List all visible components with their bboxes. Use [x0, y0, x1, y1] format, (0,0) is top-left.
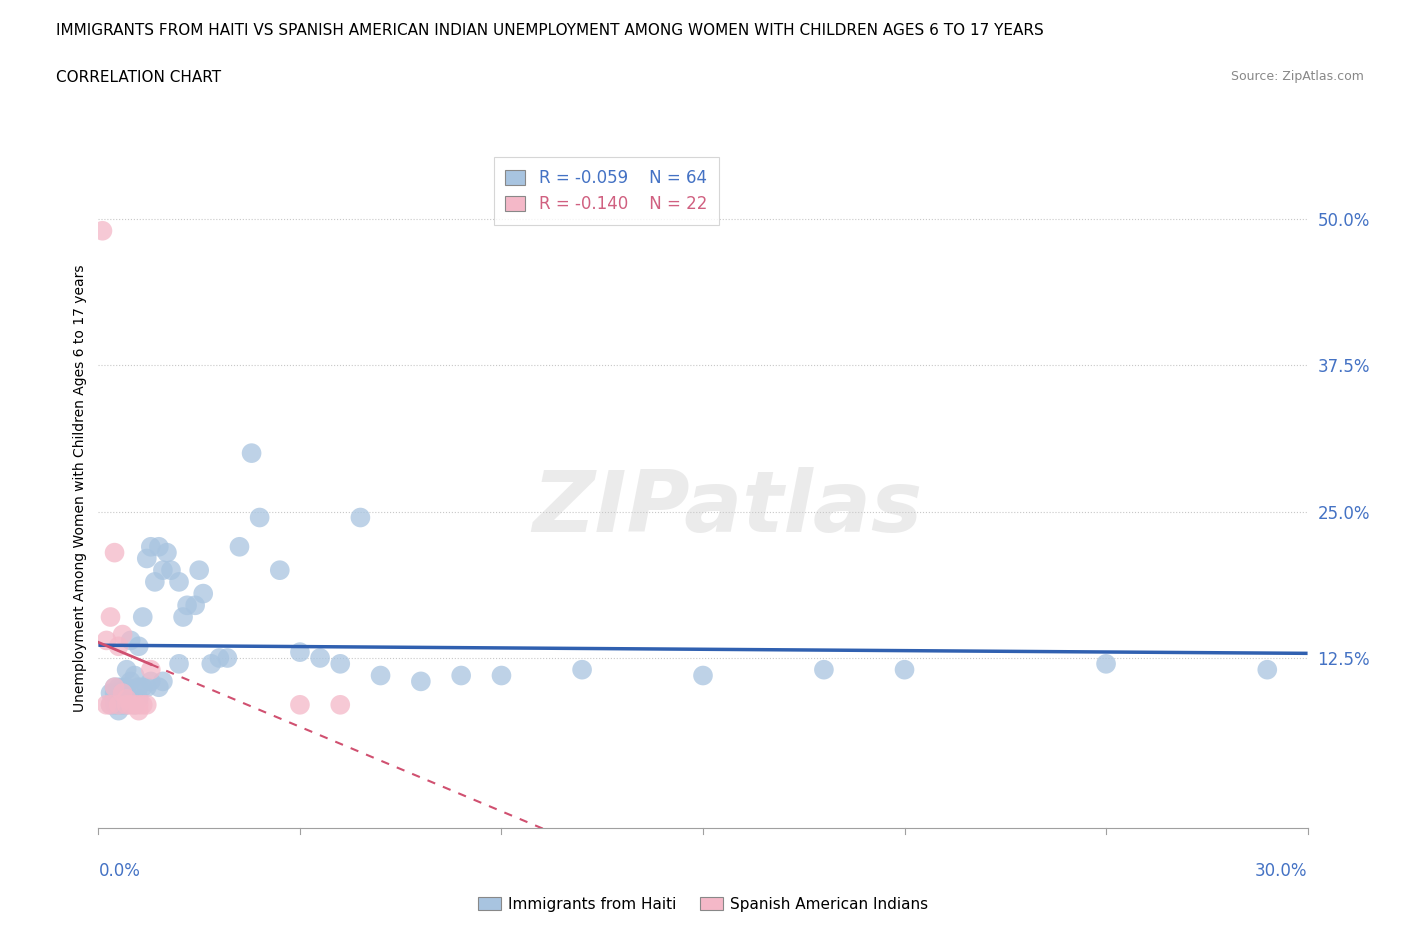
Point: [132, 680, 155, 695]
Point: [217, 651, 239, 666]
Point: [249, 510, 271, 525]
Y-axis label: Unemployment Among Women with Children Ages 6 to 17 years: Unemployment Among Women with Children A…: [73, 264, 87, 712]
Point: [103, 545, 125, 560]
Point: [107, 703, 129, 718]
Point: [143, 575, 166, 590]
Point: [450, 668, 472, 683]
Point: [107, 698, 129, 712]
Point: [103, 680, 125, 695]
Text: CORRELATION CHART: CORRELATION CHART: [56, 70, 221, 85]
Point: [188, 563, 211, 578]
Point: [111, 680, 134, 695]
Point: [100, 685, 122, 700]
Point: [152, 674, 174, 689]
Point: [111, 692, 134, 707]
Point: [156, 545, 179, 560]
Point: [288, 698, 311, 712]
Point: [139, 539, 162, 554]
Text: IMMIGRANTS FROM HAITI VS SPANISH AMERICAN INDIAN UNEMPLOYMENT AMONG WOMEN WITH C: IMMIGRANTS FROM HAITI VS SPANISH AMERICA…: [56, 23, 1045, 38]
Point: [111, 698, 134, 712]
Point: [124, 668, 146, 683]
Point: [111, 627, 134, 642]
Point: [115, 698, 138, 712]
Point: [329, 657, 352, 671]
Point: [184, 598, 207, 613]
Point: [813, 662, 835, 677]
Point: [160, 563, 183, 578]
Point: [1095, 657, 1118, 671]
Point: [120, 692, 142, 707]
Point: [107, 692, 129, 707]
Point: [91, 223, 114, 238]
Point: [309, 651, 332, 666]
Point: [167, 657, 190, 671]
Point: [152, 563, 174, 578]
Point: [103, 685, 125, 700]
Point: [100, 698, 122, 712]
Point: [100, 698, 122, 712]
Point: [692, 668, 714, 683]
Point: [115, 692, 138, 707]
Point: [370, 668, 392, 683]
Point: [1256, 662, 1278, 677]
Point: [132, 609, 155, 624]
Point: [107, 680, 129, 695]
Point: [193, 586, 215, 601]
Point: [128, 680, 150, 695]
Point: [111, 685, 134, 700]
Point: [269, 563, 291, 578]
Point: [571, 662, 593, 677]
Point: [124, 698, 146, 712]
Point: [128, 639, 150, 654]
Legend: R = -0.059    N = 64, R = -0.140    N = 22: R = -0.059 N = 64, R = -0.140 N = 22: [494, 157, 718, 225]
Point: [132, 698, 155, 712]
Point: [124, 698, 146, 712]
Point: [172, 609, 194, 624]
Point: [491, 668, 513, 683]
Point: [135, 680, 157, 695]
Point: [120, 674, 142, 689]
Point: [200, 657, 222, 671]
Point: [120, 698, 142, 712]
Point: [115, 662, 138, 677]
Point: [115, 680, 138, 695]
Point: [128, 692, 150, 707]
Point: [107, 698, 129, 712]
Point: [128, 698, 150, 712]
Point: [115, 698, 138, 712]
Point: [208, 651, 231, 666]
Point: [103, 698, 125, 712]
Point: [100, 609, 122, 624]
Point: [128, 703, 150, 718]
Point: [103, 680, 125, 695]
Point: [96, 698, 118, 712]
Point: [288, 644, 311, 659]
Legend: Immigrants from Haiti, Spanish American Indians: Immigrants from Haiti, Spanish American …: [471, 890, 935, 918]
Text: ZIPatlas: ZIPatlas: [531, 467, 922, 551]
Point: [893, 662, 915, 677]
Point: [139, 662, 162, 677]
Text: 0.0%: 0.0%: [98, 861, 141, 880]
Point: [349, 510, 371, 525]
Point: [409, 674, 432, 689]
Point: [329, 698, 352, 712]
Text: 30.0%: 30.0%: [1256, 861, 1308, 880]
Point: [120, 633, 142, 648]
Point: [135, 551, 157, 566]
Point: [167, 575, 190, 590]
Point: [139, 674, 162, 689]
Point: [148, 680, 170, 695]
Point: [228, 539, 250, 554]
Text: Source: ZipAtlas.com: Source: ZipAtlas.com: [1230, 70, 1364, 83]
Point: [96, 633, 118, 648]
Point: [107, 639, 129, 654]
Point: [240, 445, 263, 460]
Point: [135, 698, 157, 712]
Point: [148, 539, 170, 554]
Point: [176, 598, 198, 613]
